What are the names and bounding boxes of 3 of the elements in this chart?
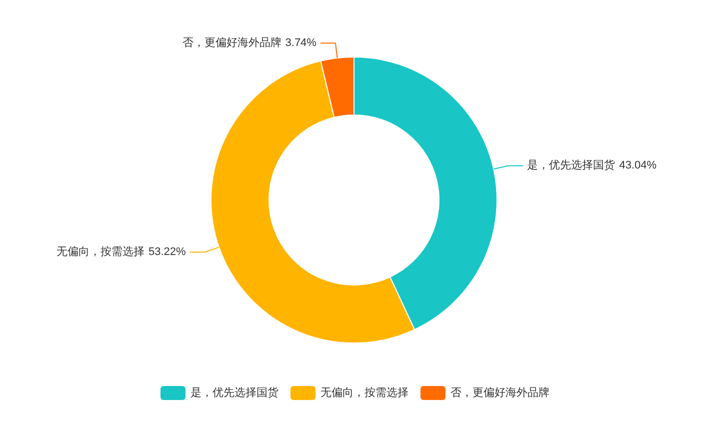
legend-label: 否，更偏好海外品牌: [450, 387, 550, 399]
legend-label: 无偏向，按需选择: [320, 387, 408, 399]
legend-label: 是，优先选择国货: [190, 387, 278, 399]
